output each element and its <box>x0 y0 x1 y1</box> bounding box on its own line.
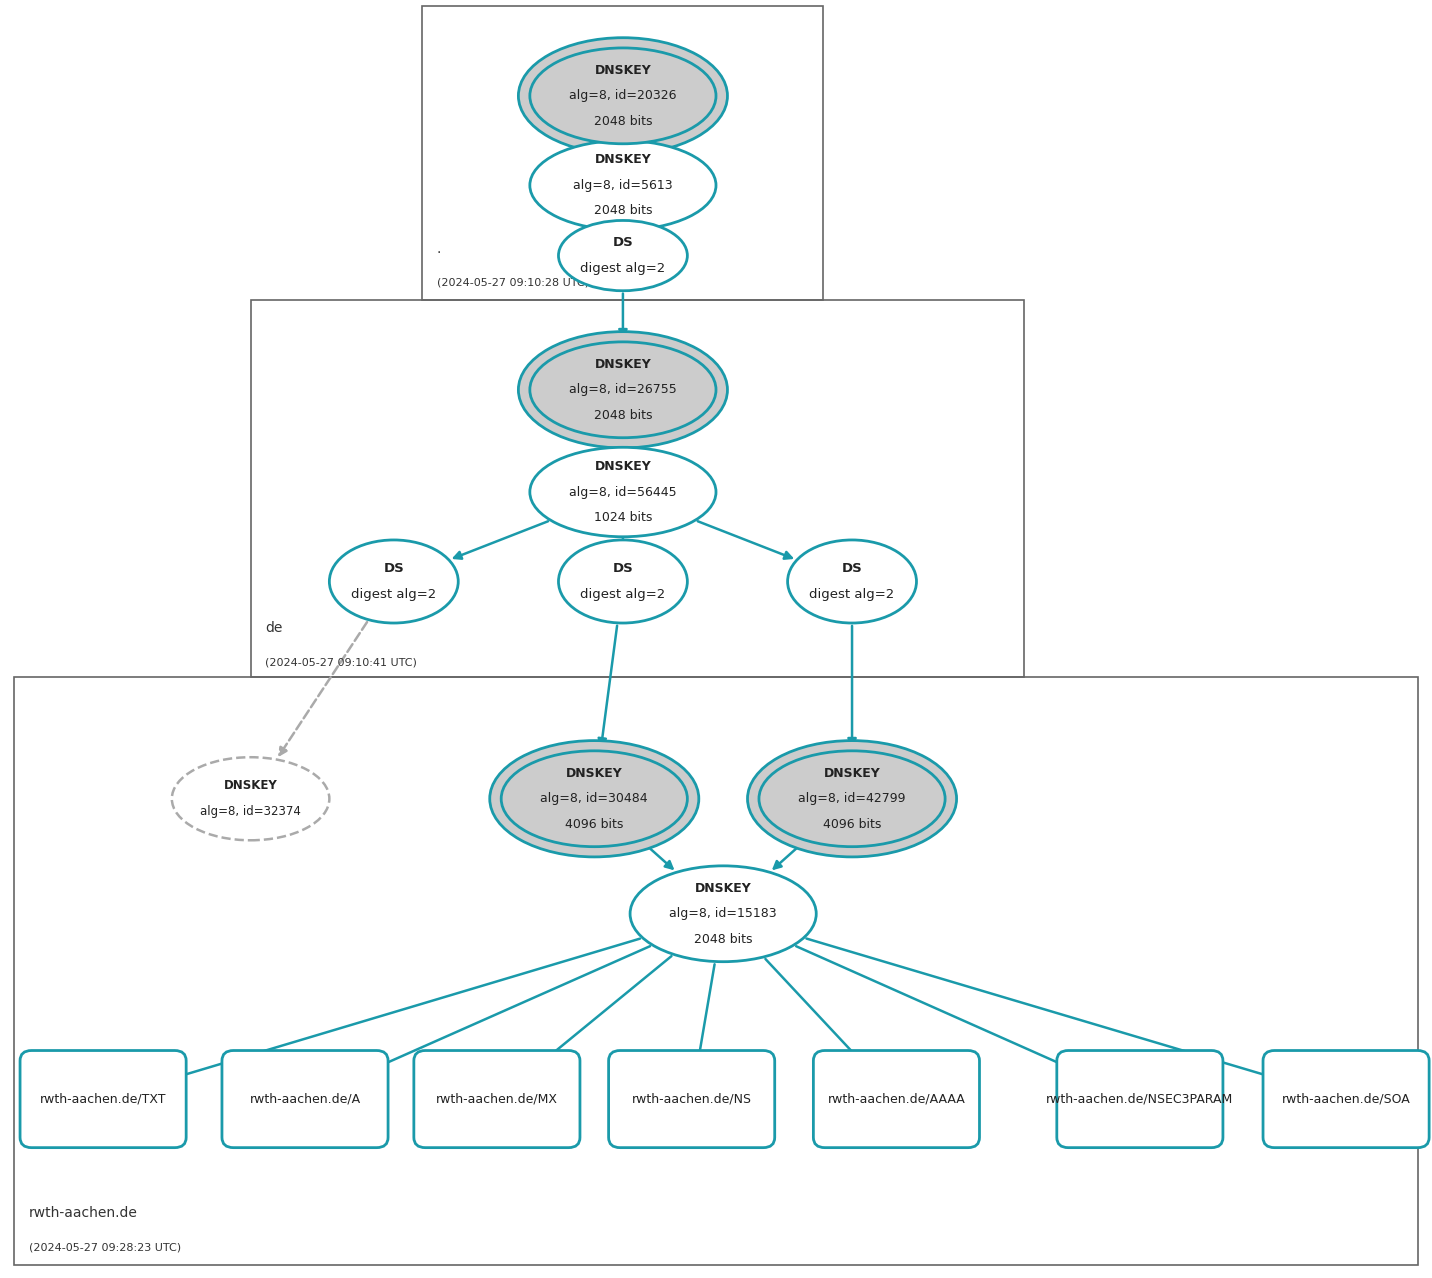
Text: DNSKEY: DNSKEY <box>695 882 752 895</box>
Ellipse shape <box>558 539 687 622</box>
Text: rwth-aachen.de/A: rwth-aachen.de/A <box>249 1093 361 1105</box>
Ellipse shape <box>518 332 727 449</box>
Text: DNSKEY: DNSKEY <box>594 358 652 371</box>
Ellipse shape <box>501 751 687 846</box>
Text: DNSKEY: DNSKEY <box>594 460 652 473</box>
Text: 4096 bits: 4096 bits <box>566 818 623 831</box>
Ellipse shape <box>530 141 716 230</box>
Text: (2024-05-27 09:10:28 UTC): (2024-05-27 09:10:28 UTC) <box>437 277 589 288</box>
Text: DNSKEY: DNSKEY <box>566 767 623 780</box>
Ellipse shape <box>558 220 687 290</box>
Ellipse shape <box>329 539 458 622</box>
Ellipse shape <box>759 751 945 846</box>
FancyBboxPatch shape <box>222 1051 388 1148</box>
Ellipse shape <box>490 741 699 856</box>
Text: DS: DS <box>613 236 633 249</box>
FancyBboxPatch shape <box>609 1051 775 1148</box>
Text: alg=8, id=5613: alg=8, id=5613 <box>573 179 673 192</box>
Ellipse shape <box>788 539 916 622</box>
Text: alg=8, id=32374: alg=8, id=32374 <box>200 805 301 818</box>
Text: 2048 bits: 2048 bits <box>695 933 752 946</box>
Bar <box>14 677 1418 1265</box>
FancyBboxPatch shape <box>20 1051 186 1148</box>
Text: rwth-aachen.de/SOA: rwth-aachen.de/SOA <box>1282 1093 1411 1105</box>
Text: 1024 bits: 1024 bits <box>594 511 652 524</box>
Text: rwth-aachen.de/NSEC3PARAM: rwth-aachen.de/NSEC3PARAM <box>1047 1093 1233 1105</box>
Text: alg=8, id=30484: alg=8, id=30484 <box>540 792 649 805</box>
Text: 2048 bits: 2048 bits <box>594 115 652 128</box>
Text: alg=8, id=26755: alg=8, id=26755 <box>569 383 677 396</box>
Ellipse shape <box>748 741 957 856</box>
Text: rwth-aachen.de/AAAA: rwth-aachen.de/AAAA <box>828 1093 965 1105</box>
Text: alg=8, id=20326: alg=8, id=20326 <box>569 89 677 102</box>
Text: (2024-05-27 09:28:23 UTC): (2024-05-27 09:28:23 UTC) <box>29 1242 180 1252</box>
Ellipse shape <box>518 37 727 153</box>
Text: rwth-aachen.de/TXT: rwth-aachen.de/TXT <box>40 1093 166 1105</box>
Bar <box>251 300 1024 677</box>
Text: alg=8, id=56445: alg=8, id=56445 <box>569 486 677 498</box>
Ellipse shape <box>172 757 329 841</box>
FancyBboxPatch shape <box>813 1051 979 1148</box>
Text: (2024-05-27 09:10:41 UTC): (2024-05-27 09:10:41 UTC) <box>265 657 417 667</box>
Ellipse shape <box>530 447 716 537</box>
Text: 4096 bits: 4096 bits <box>823 818 881 831</box>
Text: DS: DS <box>384 562 404 575</box>
Text: DNSKEY: DNSKEY <box>823 767 881 780</box>
Text: digest alg=2: digest alg=2 <box>351 588 437 601</box>
Text: DNSKEY: DNSKEY <box>594 153 652 166</box>
FancyBboxPatch shape <box>414 1051 580 1148</box>
Text: .: . <box>437 242 441 256</box>
Text: digest alg=2: digest alg=2 <box>809 588 895 601</box>
Text: DNSKEY: DNSKEY <box>223 780 278 792</box>
Text: DS: DS <box>842 562 862 575</box>
Text: 2048 bits: 2048 bits <box>594 204 652 217</box>
FancyBboxPatch shape <box>1263 1051 1429 1148</box>
Text: alg=8, id=42799: alg=8, id=42799 <box>798 792 906 805</box>
Ellipse shape <box>530 47 716 143</box>
Text: de: de <box>265 621 282 635</box>
Text: DS: DS <box>613 562 633 575</box>
Text: DNSKEY: DNSKEY <box>594 64 652 77</box>
Ellipse shape <box>530 343 716 438</box>
Ellipse shape <box>630 866 816 962</box>
Text: 2048 bits: 2048 bits <box>594 409 652 422</box>
Text: rwth-aachen.de/MX: rwth-aachen.de/MX <box>435 1093 558 1105</box>
Text: alg=8, id=15183: alg=8, id=15183 <box>669 907 778 920</box>
Text: digest alg=2: digest alg=2 <box>580 262 666 275</box>
FancyBboxPatch shape <box>1057 1051 1223 1148</box>
Text: rwth-aachen.de: rwth-aachen.de <box>29 1206 137 1220</box>
Text: digest alg=2: digest alg=2 <box>580 588 666 601</box>
Bar <box>422 6 823 300</box>
Text: rwth-aachen.de/NS: rwth-aachen.de/NS <box>632 1093 752 1105</box>
